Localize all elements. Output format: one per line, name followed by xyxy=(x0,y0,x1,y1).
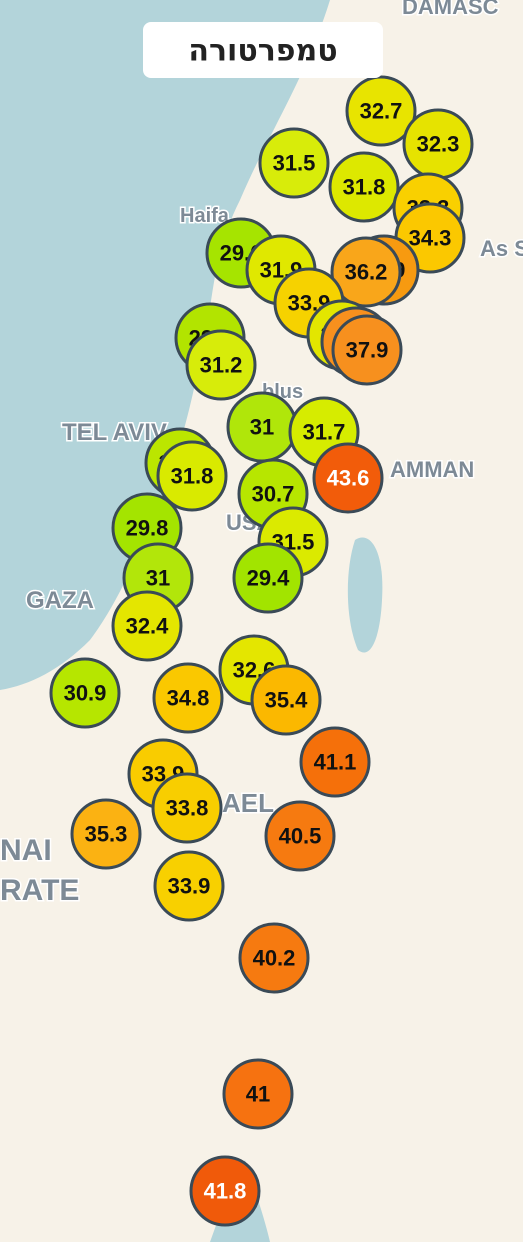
marker-label: 35.3 xyxy=(85,822,128,847)
marker-label: 30.9 xyxy=(64,681,107,706)
temperature-marker: 32.3 xyxy=(402,108,474,180)
marker-label: 37.9 xyxy=(346,338,389,363)
temperature-marker: 41 xyxy=(222,1058,294,1130)
temperature-marker: 32.7 xyxy=(345,75,417,147)
markers: 32.732.331.531.833.334.329.636.931.936.2… xyxy=(49,75,474,1227)
marker-circle xyxy=(189,1155,261,1227)
temperature-marker: 33.8 xyxy=(151,772,223,844)
marker-circle xyxy=(328,151,400,223)
temperature-marker: 43.6 xyxy=(312,442,384,514)
map-label: RATE xyxy=(0,874,79,907)
sea xyxy=(0,0,330,690)
marker-circle xyxy=(331,314,403,386)
marker-label: 31.2 xyxy=(200,353,243,378)
marker-label: 31.5 xyxy=(273,151,316,176)
marker-circle xyxy=(258,127,330,199)
marker-label: 32.3 xyxy=(417,132,460,157)
temperature-marker: 31.2 xyxy=(185,329,257,401)
marker-circle xyxy=(49,657,121,729)
marker-circle xyxy=(299,726,371,798)
marker-label: 41.1 xyxy=(314,750,357,775)
marker-circle xyxy=(153,850,225,922)
marker-label: 43.6 xyxy=(327,466,370,491)
marker-circle xyxy=(345,75,417,147)
marker-label: 31.8 xyxy=(171,464,214,489)
marker-circle xyxy=(238,922,310,994)
marker-label: 34.3 xyxy=(409,226,452,251)
marker-circle xyxy=(264,800,336,872)
marker-circle xyxy=(151,772,223,844)
title-box xyxy=(143,22,383,78)
marker-circle xyxy=(156,440,228,512)
map-label: NAI xyxy=(0,834,52,867)
temperature-marker: 41.1 xyxy=(299,726,371,798)
marker-label: 31 xyxy=(146,566,170,591)
marker-circle xyxy=(312,442,384,514)
temperature-marker: 37.9 xyxy=(331,314,403,386)
temperature-marker: 29.4 xyxy=(232,542,304,614)
map-label: As S xyxy=(480,236,523,261)
temperature-marker: 31.8 xyxy=(156,440,228,512)
marker-label: 29.4 xyxy=(247,566,291,591)
temperature-marker: 33.9 xyxy=(153,850,225,922)
marker-circle xyxy=(152,662,224,734)
marker-label: 30.7 xyxy=(252,482,295,507)
map-label: DAMASC xyxy=(402,0,499,19)
marker-circle xyxy=(185,329,257,401)
map-label: AMMAN xyxy=(390,457,474,482)
title: טמפרטורה xyxy=(188,34,337,69)
marker-circle xyxy=(111,590,183,662)
temperature-marker: 31.5 xyxy=(258,127,330,199)
marker-label: 33.8 xyxy=(166,796,209,821)
temperature-marker: 31 xyxy=(226,391,298,463)
temperature-marker: 40.5 xyxy=(264,800,336,872)
temperature-marker: 32.4 xyxy=(111,590,183,662)
marker-label: 41.8 xyxy=(204,1179,247,1204)
marker-label: 32.7 xyxy=(360,99,403,124)
map-label: TEL AVIV xyxy=(62,419,167,446)
dead-sea xyxy=(347,537,383,653)
temperature-marker: 30.9 xyxy=(49,657,121,729)
marker-circle xyxy=(250,664,322,736)
marker-label: 31.7 xyxy=(303,420,346,445)
map-label: GAZA xyxy=(26,587,94,614)
temperature-marker: 40.2 xyxy=(238,922,310,994)
marker-circle xyxy=(232,542,304,614)
marker-label: 41 xyxy=(246,1082,270,1107)
temperature-marker: 41.8 xyxy=(189,1155,261,1227)
marker-label: 40.5 xyxy=(279,824,322,849)
marker-circle xyxy=(70,798,142,870)
marker-label: 31.8 xyxy=(343,175,386,200)
temperature-marker: 31.8 xyxy=(328,151,400,223)
temperature-marker: 35.4 xyxy=(250,664,322,736)
temperature-marker: 35.3 xyxy=(70,798,142,870)
marker-label: 32.4 xyxy=(126,614,170,639)
marker-label: 36.2 xyxy=(345,260,388,285)
temperature-marker: 36.2 xyxy=(330,236,402,308)
marker-label: 29.8 xyxy=(126,516,169,541)
marker-label: 40.2 xyxy=(253,946,296,971)
temperature-marker: 34.8 xyxy=(152,662,224,734)
marker-label: 33.9 xyxy=(168,874,211,899)
map-label: AEL xyxy=(222,788,274,818)
marker-label: 35.4 xyxy=(265,688,309,713)
marker-label: 34.8 xyxy=(167,686,210,711)
marker-circle xyxy=(330,236,402,308)
marker-label: 31 xyxy=(250,415,274,440)
marker-circle xyxy=(222,1058,294,1130)
